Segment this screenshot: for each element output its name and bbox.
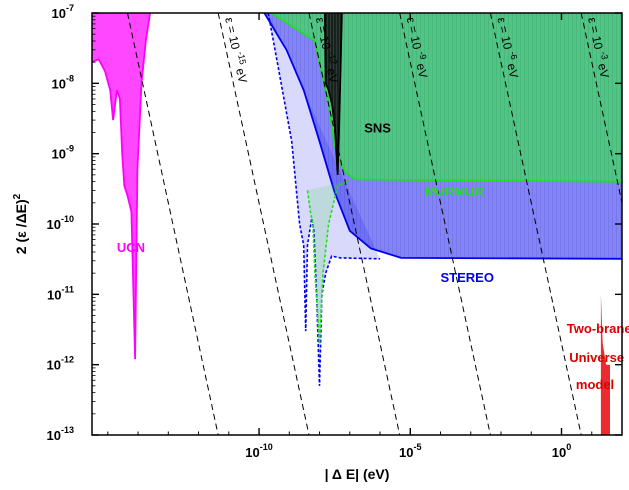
y-tick-label-exp-5: -12 (61, 355, 74, 365)
y-tick-label-0: 10-7 (52, 3, 74, 21)
x-tick-label-base-1: 10 (399, 445, 413, 460)
x-tick-label-exp-0: -10 (260, 442, 273, 452)
y-tick-label-1: 10-8 (52, 73, 74, 91)
y-axis-label-exponent: 2 (12, 193, 23, 199)
iso-line-9-label-unit: eV (413, 59, 430, 80)
x-tick-label-base-0: 10 (245, 445, 259, 460)
y-axis-label: 2 (ε /ΔE)2 (12, 193, 29, 254)
y-tick-label-exp-4: -11 (61, 284, 74, 294)
annotation-universe-5: Universe (569, 350, 624, 365)
y-tick-label-exp-0: -7 (66, 3, 74, 13)
sns-boundary (324, 13, 343, 175)
iso-line-18 (127, 13, 219, 435)
x-tick-label-exp-1: -5 (414, 442, 422, 452)
murmur-dip-region (307, 180, 350, 344)
y-tick-label-base-5: 10 (47, 358, 61, 373)
y-tick-label-base-2: 10 (52, 147, 66, 162)
y-axis-label-main: 2 (ε /ΔE) (13, 199, 29, 254)
y-tick-label-5: 10-12 (47, 355, 74, 373)
x-axis-label: | Δ E| (eV) (325, 466, 390, 482)
annotation-murmur-2: MURMUR (425, 184, 485, 199)
stereo-dip-region (268, 13, 380, 386)
y-tick-label-base-0: 10 (52, 6, 66, 21)
y-tick-label-3: 10-10 (47, 214, 74, 232)
y-tick-label-base-1: 10 (52, 76, 66, 91)
annotation-stereo-3: STEREO (441, 270, 494, 285)
ucn-region (92, 13, 151, 360)
iso-line-6-label-exp: -6 (508, 51, 519, 61)
iso-line-15-label-text: ε = 10 -15 eV (222, 16, 252, 85)
y-tick-label-base-4: 10 (47, 287, 61, 302)
iso-line-15 (217, 13, 310, 435)
iso-line-12-label-exp: -12 (326, 51, 339, 66)
y-tick-label-base-6: 10 (47, 428, 61, 443)
iso-line-3 (580, 13, 622, 203)
iso-line-12 (308, 13, 401, 435)
x-tick-label-1: 10-5 (399, 442, 421, 460)
iso-line-15-label-exp: -15 (236, 51, 249, 66)
annotation-model-6: model (576, 377, 614, 392)
stereo-dip-boundary (267, 13, 381, 386)
iso-line-12-label-unit: eV (323, 64, 340, 85)
stereo-boundary (263, 13, 622, 260)
x-tick-label-exp-2: 0 (566, 442, 571, 452)
axis-ticks: 10-10 10-5 10010-710-810-910-1010-1110-121… (47, 3, 623, 460)
sns-region (324, 13, 342, 175)
ucn-boundary (92, 13, 151, 360)
iso-line-6 (489, 13, 582, 435)
y-tick-label-exp-1: -8 (66, 73, 74, 83)
iso-line-15-label: ε = 10 -15 eV (222, 16, 252, 85)
iso-line-9-label-exp: -9 (417, 51, 428, 61)
x-tick-label-0: 10-10 (245, 442, 272, 460)
y-tick-label-exp-3: -10 (61, 214, 74, 224)
iso-line-3-label-unit: eV (594, 59, 611, 80)
iso-line-3-label-exp: -3 (599, 51, 610, 61)
x-tick-label-2: 100 (552, 442, 571, 460)
two-brane-universe-model-region (600, 294, 610, 435)
y-tick-label-exp-2: -9 (66, 144, 74, 154)
x-tick-label-base-2: 10 (552, 445, 566, 460)
murmur-region (271, 13, 622, 182)
region-labels: ε = 10 -15 eVε = 10 -12 eVε = 10 -9 eVε … (117, 16, 629, 392)
y-tick-label-base-3: 10 (47, 217, 61, 232)
y-tick-label-2: 10-9 (52, 144, 74, 162)
annotation-ucn-0: UCN (117, 240, 145, 255)
iso-line-9 (399, 13, 491, 435)
annotation-two-brane-4: Two-brane (567, 321, 629, 336)
y-tick-label-exp-6: -13 (61, 425, 74, 435)
y-tick-label-4: 10-11 (47, 284, 74, 302)
y-tick-label-6: 10-13 (47, 425, 74, 443)
plot-area (92, 13, 622, 435)
svg-text:2 (ε /ΔE)2: 2 (ε /ΔE)2 (12, 193, 29, 254)
murmur-dip-boundary (306, 179, 351, 344)
annotation-sns-1: SNS (364, 121, 391, 136)
iso-line-6-label-unit: eV (504, 59, 521, 80)
iso-line-15-label-unit: eV (232, 64, 249, 85)
